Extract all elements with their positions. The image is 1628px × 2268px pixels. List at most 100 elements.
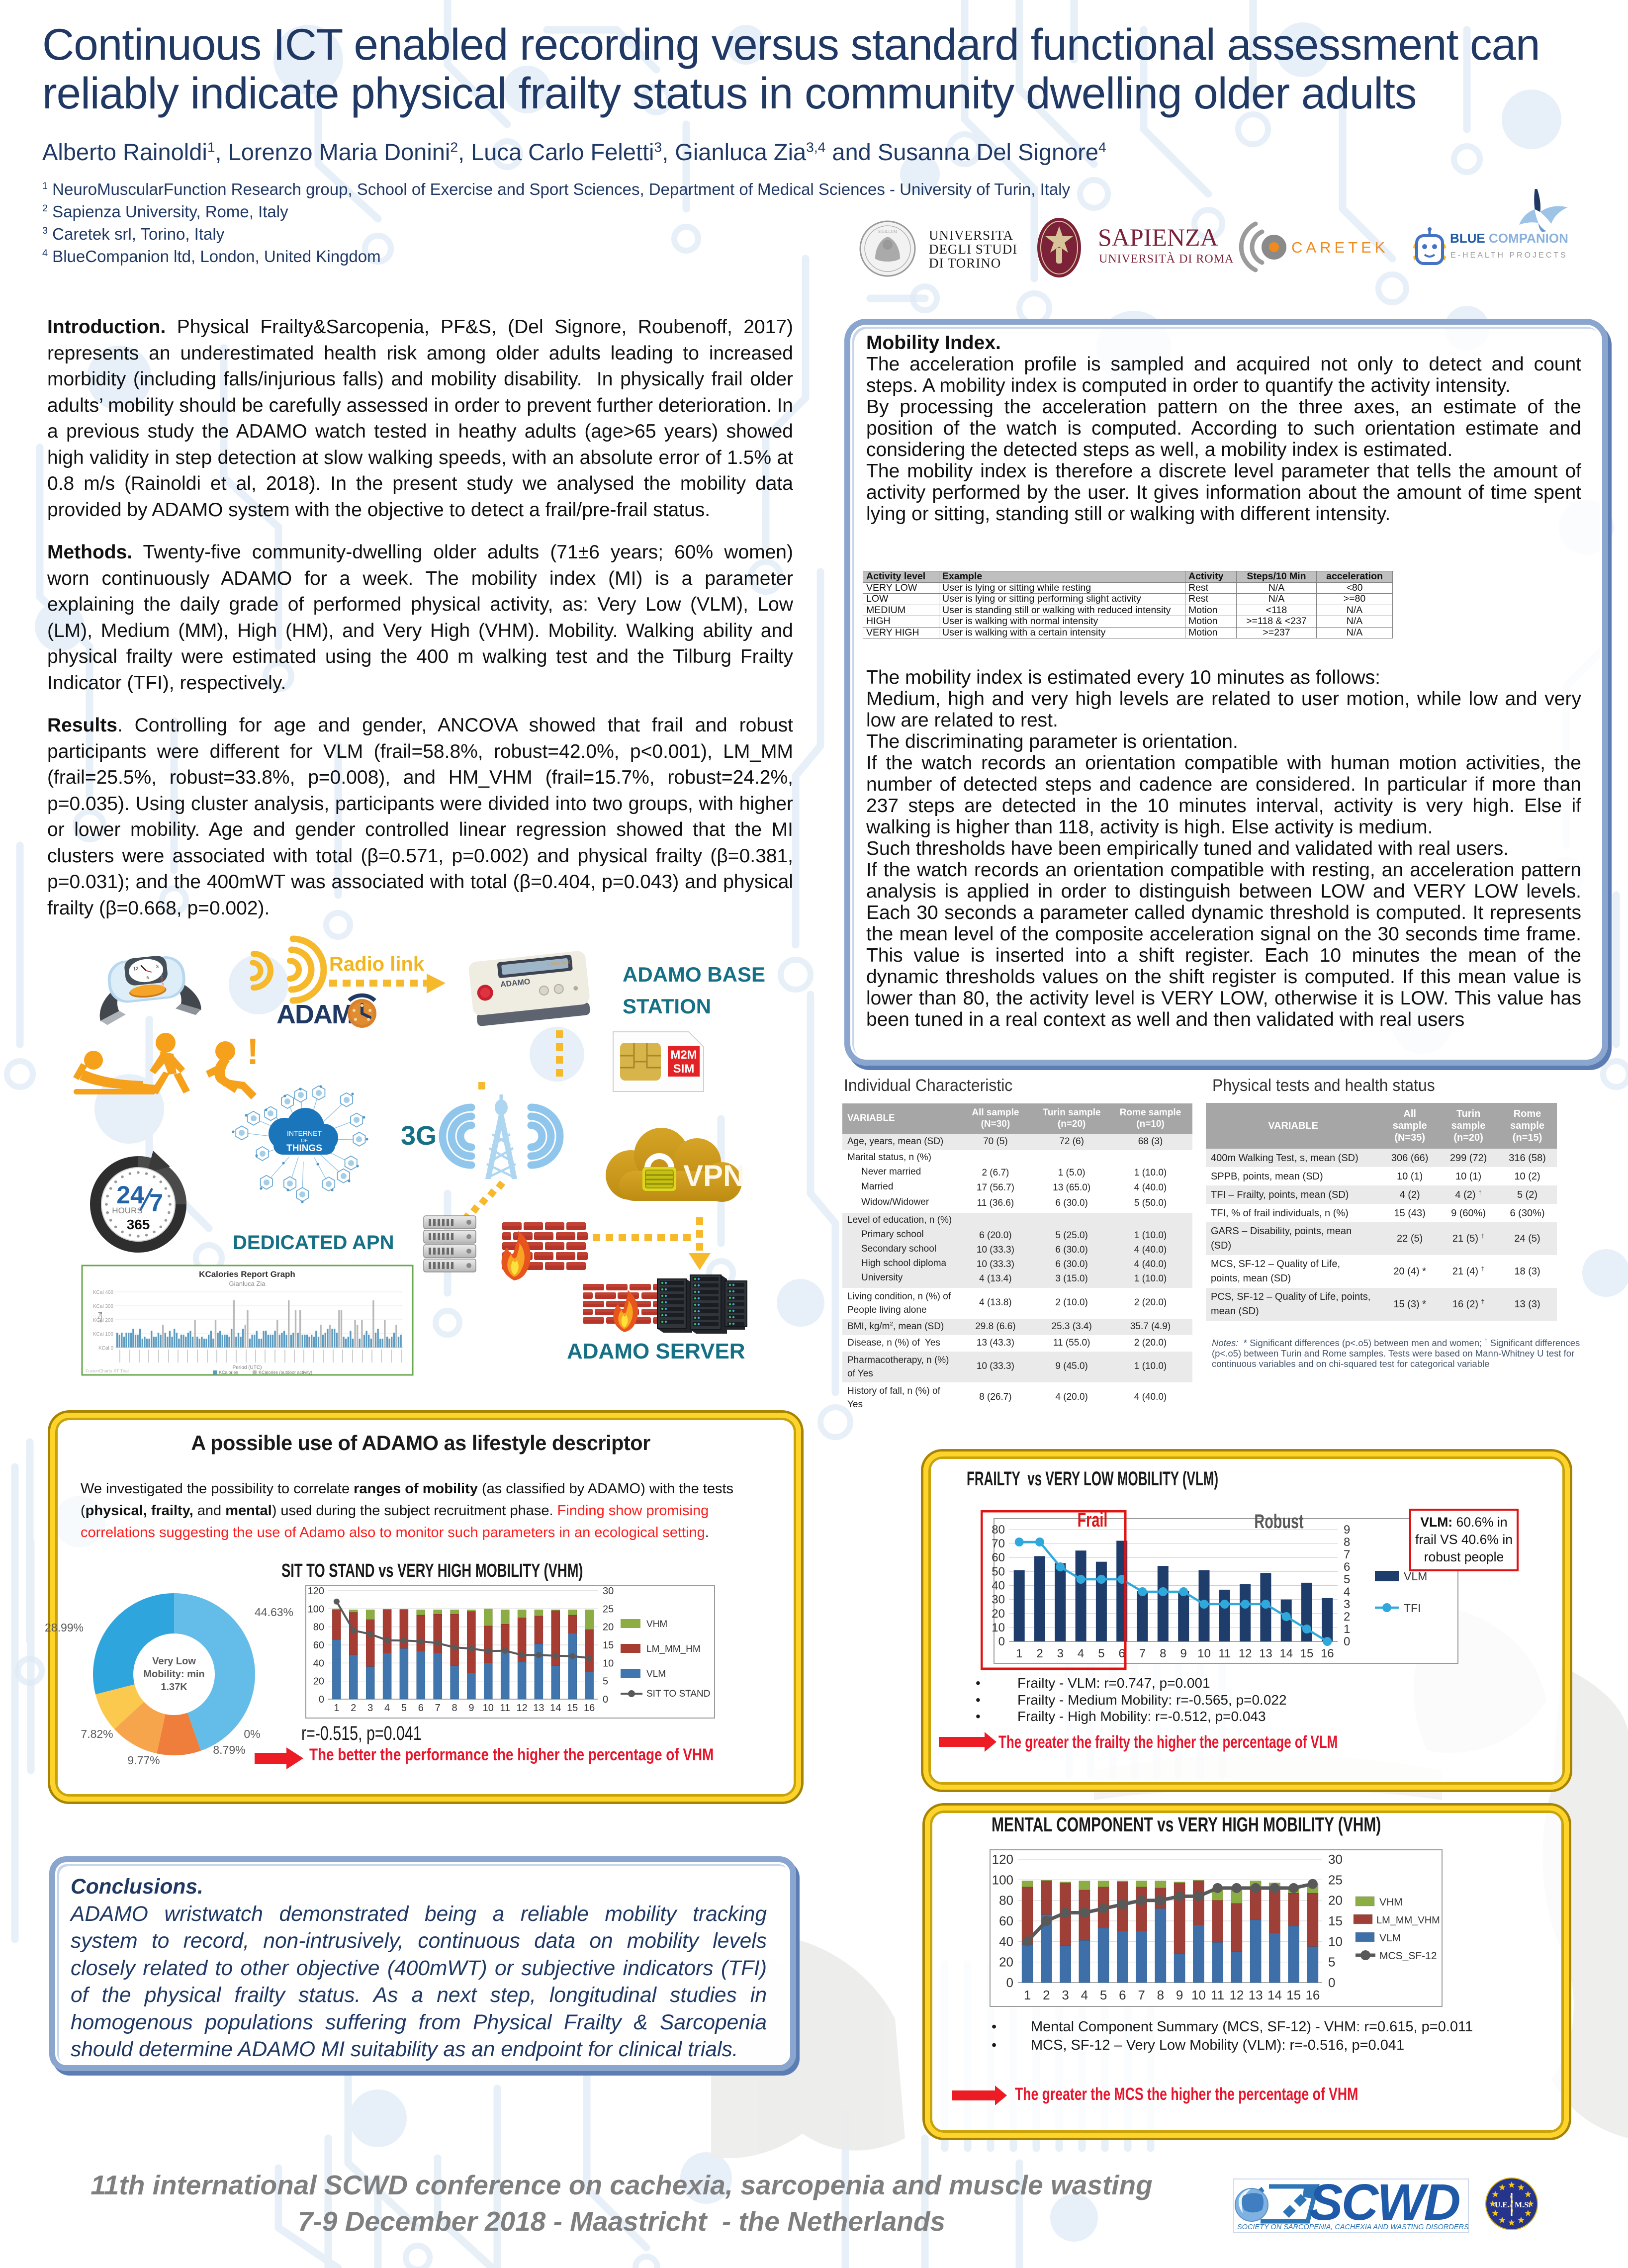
svg-text:1.37K: 1.37K	[161, 1682, 187, 1693]
svg-text:Gianluca Zia: Gianluca Zia	[229, 1280, 266, 1287]
svg-text:16: 16	[1305, 1988, 1320, 2002]
svg-text:120: 120	[308, 1586, 324, 1597]
svg-text:10: 10	[603, 1658, 614, 1669]
svg-text:2: 2	[1344, 1610, 1350, 1624]
svg-text:8: 8	[1160, 1647, 1166, 1660]
svg-text:100: 100	[308, 1604, 324, 1615]
svg-text:VPN: VPN	[683, 1159, 744, 1192]
svg-text:10: 10	[483, 1703, 494, 1714]
svg-text:SIT TO STAND: SIT TO STAND	[646, 1689, 710, 1699]
svg-text:70: 70	[992, 1537, 1005, 1550]
svg-text:ADAMO: ADAMO	[160, 975, 164, 987]
svg-text:5: 5	[1098, 1647, 1104, 1660]
svg-text:CARETEK: CARETEK	[547, 960, 571, 968]
svg-text:20: 20	[999, 1955, 1013, 1970]
svg-text:FusionCharts XT Trial: FusionCharts XT Trial	[86, 1368, 129, 1373]
svg-text:6: 6	[1344, 1560, 1350, 1574]
svg-text:60: 60	[992, 1551, 1005, 1564]
svg-text:28.99%: 28.99%	[45, 1621, 84, 1634]
svg-text:7: 7	[149, 1189, 163, 1217]
svg-text:ADAMO BASE: ADAMO BASE	[623, 963, 765, 986]
svg-text:13: 13	[1249, 1988, 1263, 2002]
svg-text:11: 11	[1218, 1647, 1231, 1660]
svg-text:0: 0	[1328, 1975, 1335, 1990]
svg-text:80: 80	[999, 1893, 1013, 1908]
svg-text:Frail: Frail	[1078, 1510, 1108, 1531]
svg-text:SCWD: SCWD	[1309, 2174, 1459, 2231]
svg-text:15: 15	[567, 1703, 578, 1714]
svg-text:7.82%: 7.82%	[81, 1727, 113, 1740]
svg-text:6: 6	[1119, 1647, 1125, 1660]
svg-text:4: 4	[1078, 1647, 1084, 1660]
svg-text:KCal 100: KCal 100	[93, 1332, 114, 1337]
svg-text:CARETEK: CARETEK	[1291, 239, 1388, 256]
svg-text:15: 15	[1328, 1913, 1343, 1928]
svg-text:0%: 0%	[244, 1727, 260, 1740]
svg-text:KCal 200: KCal 200	[93, 1318, 114, 1323]
svg-text:13: 13	[1259, 1647, 1272, 1660]
svg-text:3: 3	[156, 964, 159, 969]
svg-text:3: 3	[1062, 1988, 1069, 2002]
svg-text:ADAMO: ADAMO	[500, 978, 531, 989]
svg-text:2: 2	[351, 1703, 356, 1714]
svg-text:4: 4	[384, 1703, 390, 1714]
svg-text:5: 5	[401, 1703, 407, 1714]
svg-text:10: 10	[1191, 1988, 1206, 2002]
svg-text:8: 8	[452, 1703, 457, 1714]
svg-text:2: 2	[1036, 1647, 1043, 1660]
svg-text:!: !	[247, 1031, 259, 1072]
svg-text:12: 12	[1239, 1647, 1252, 1660]
svg-text:40: 40	[313, 1658, 324, 1669]
svg-text:3: 3	[1057, 1647, 1064, 1660]
svg-text:11: 11	[1211, 1988, 1224, 2002]
svg-text:Mobility: min: Mobility: min	[143, 1669, 204, 1680]
svg-text:16: 16	[1321, 1647, 1334, 1660]
svg-text:15: 15	[1300, 1647, 1314, 1660]
svg-text:10: 10	[992, 1621, 1005, 1634]
svg-text:365: 365	[127, 1217, 150, 1232]
svg-text:VHM: VHM	[646, 1619, 667, 1630]
svg-text:0: 0	[1344, 1635, 1350, 1648]
svg-text:10: 10	[1197, 1647, 1211, 1660]
svg-text:20: 20	[992, 1607, 1005, 1621]
svg-text:9: 9	[468, 1703, 474, 1714]
svg-text:M.S.: M.S.	[1515, 2201, 1531, 2209]
svg-text:20: 20	[313, 1676, 324, 1687]
svg-text:0: 0	[998, 1635, 1005, 1648]
svg-text:KCal: KCal	[98, 1312, 103, 1323]
svg-text:6: 6	[1119, 1988, 1126, 2002]
svg-text:4: 4	[1344, 1585, 1350, 1599]
svg-text:13: 13	[533, 1703, 544, 1714]
svg-text:LM_MM_HM: LM_MM_HM	[646, 1644, 701, 1654]
svg-text:0: 0	[1006, 1975, 1013, 1990]
svg-text:2: 2	[1043, 1988, 1050, 2002]
svg-text:12: 12	[133, 966, 138, 972]
svg-text:OF: OF	[301, 1138, 308, 1144]
svg-text:5: 5	[1344, 1573, 1350, 1586]
svg-text:8.79%: 8.79%	[213, 1743, 245, 1756]
svg-text:15: 15	[603, 1640, 614, 1651]
svg-text:DEGLI STUDI: DEGLI STUDI	[929, 242, 1017, 257]
svg-text:80: 80	[313, 1622, 324, 1633]
svg-text:SAPIENZA: SAPIENZA	[1098, 223, 1218, 251]
svg-text:3: 3	[1344, 1598, 1350, 1611]
svg-text:VLM: VLM	[1379, 1932, 1401, 1944]
svg-text:KCalories Report Graph: KCalories Report Graph	[199, 1270, 295, 1279]
svg-text:50: 50	[992, 1565, 1005, 1578]
svg-text:8: 8	[1344, 1536, 1350, 1549]
svg-text:Period (UTC): Period (UTC)	[233, 1365, 262, 1370]
svg-text:120: 120	[992, 1852, 1013, 1867]
svg-text:12: 12	[1229, 1988, 1244, 2002]
svg-text:BLUE COMPANION: BLUE COMPANION	[1450, 231, 1568, 246]
svg-text:30: 30	[1328, 1852, 1343, 1867]
svg-text:7: 7	[1138, 1988, 1145, 2002]
svg-text:6: 6	[146, 975, 149, 980]
svg-text:STATION: STATION	[623, 995, 711, 1018]
svg-text:14: 14	[1267, 1988, 1282, 2002]
svg-text:9: 9	[1176, 1988, 1183, 2002]
svg-text:12: 12	[516, 1703, 527, 1714]
svg-text:E-HEALTH PROJECTS: E-HEALTH PROJECTS	[1450, 251, 1568, 260]
svg-text:25: 25	[603, 1604, 614, 1615]
svg-text:Robust: Robust	[1254, 1510, 1303, 1533]
svg-text:7: 7	[1139, 1647, 1146, 1660]
